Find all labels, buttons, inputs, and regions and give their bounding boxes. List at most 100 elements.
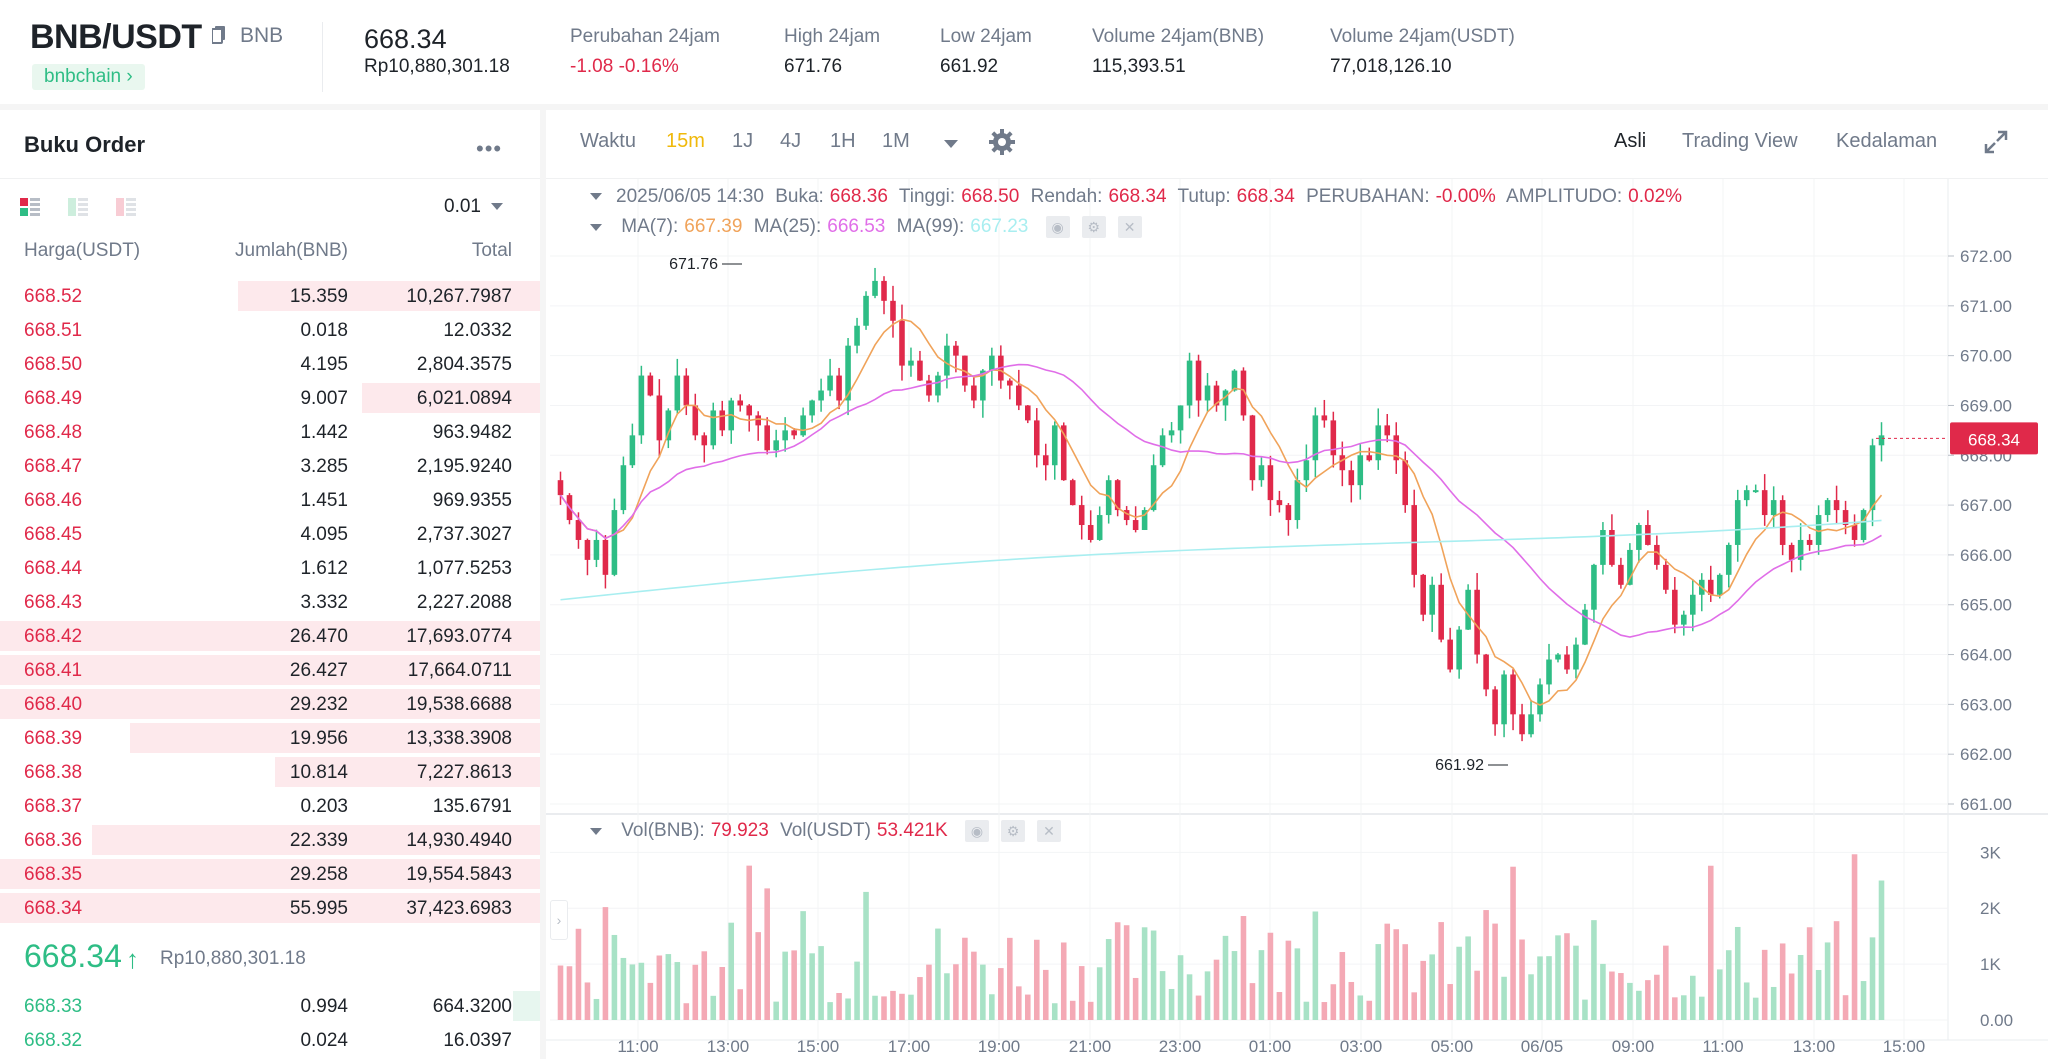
settings-icon[interactable]: ⚙ <box>1081 216 1106 238</box>
ohlc-change: -0.00% <box>1435 186 1496 207</box>
more-intervals-icon[interactable] <box>944 140 958 148</box>
ask-row[interactable]: 668.44 1.612 1,077.5253 <box>0 551 540 585</box>
eye-icon[interactable]: ◉ <box>1045 216 1070 238</box>
ask-row[interactable]: 668.50 4.195 2,804.3575 <box>0 347 540 381</box>
bids-view-icon[interactable] <box>68 198 88 216</box>
ask-row[interactable]: 668.36 22.339 14,930.4940 <box>0 823 540 857</box>
candle-body <box>1824 500 1831 516</box>
more-options-icon[interactable]: ••• <box>476 136 503 161</box>
ask-row[interactable]: 668.45 4.095 2,737.3027 <box>0 517 540 551</box>
stat-volume-usdt: Volume 24jam(USDT) 77,018,126.10 <box>1330 26 1515 78</box>
bid-row[interactable]: 668.33 0.994 664.3200 <box>0 989 540 1023</box>
ohlc-low-label: Rendah: <box>1030 186 1103 207</box>
row-price: 668.39 <box>24 728 83 749</box>
candle-body <box>1051 425 1058 466</box>
chain-badge[interactable]: bnbchain › <box>32 64 145 90</box>
row-total: 13,338.3908 <box>406 728 512 749</box>
candle-body <box>1582 609 1588 645</box>
ma7-value: 667.39 <box>684 216 743 238</box>
fullscreen-icon[interactable] <box>1982 128 2010 156</box>
both-sides-view-icon[interactable] <box>20 198 40 216</box>
row-total: 17,664.0711 <box>407 660 512 681</box>
collapse-icon[interactable] <box>590 193 602 201</box>
candle-body <box>1384 425 1391 436</box>
volume-bar <box>890 990 896 1020</box>
settings-icon[interactable]: ⚙ <box>1000 820 1025 842</box>
ask-row[interactable]: 668.49 9.007 6,021.0894 <box>0 381 540 415</box>
interval-15m[interactable]: 15m <box>666 130 705 152</box>
candle-body <box>1078 505 1085 526</box>
max-price-label: 671.76 <box>669 256 718 273</box>
pair-title[interactable]: BNB/USDT <box>30 18 202 56</box>
ask-row[interactable]: 668.38 10.814 7,227.8613 <box>0 755 540 789</box>
ask-row[interactable]: 668.40 29.232 19,538.6688 <box>0 687 540 721</box>
view-kedalaman[interactable]: Kedalaman <box>1836 130 1938 152</box>
candle-body <box>1447 639 1453 670</box>
volume-bar <box>818 946 824 1020</box>
volume-bar <box>881 996 887 1020</box>
y-tick-label: 662.00 <box>1960 745 2012 764</box>
ask-row[interactable]: 668.48 1.442 963.9482 <box>0 415 540 449</box>
candle-body <box>971 385 977 401</box>
candle-body <box>1465 589 1471 630</box>
ohlc-close: 668.34 <box>1236 186 1295 207</box>
volume-bar <box>1860 981 1867 1020</box>
candle-body <box>800 415 806 436</box>
asks-view-icon[interactable] <box>116 198 136 216</box>
candle-body <box>1815 515 1822 545</box>
volume-bar <box>935 928 941 1020</box>
row-qty: 1.612 <box>300 558 348 579</box>
y-tick-label: 663.00 <box>1960 695 2012 714</box>
volume-bar <box>755 932 761 1020</box>
ohlc-date: 2025/06/05 14:30 <box>616 186 764 207</box>
view-trading-view[interactable]: Trading View <box>1682 130 1798 152</box>
ask-row[interactable]: 668.51 0.018 12.0332 <box>0 313 540 347</box>
ask-row[interactable]: 668.42 26.470 17,693.0774 <box>0 619 540 653</box>
row-total: 2,195.9240 <box>416 456 512 477</box>
close-icon[interactable]: ✕ <box>1036 820 1061 842</box>
ask-row[interactable]: 668.37 0.203 135.6791 <box>0 789 540 823</box>
view-asli[interactable]: Asli <box>1614 130 1647 152</box>
ohlc-amp: 0.02% <box>1628 186 1683 207</box>
ask-row[interactable]: 668.47 3.285 2,195.9240 <box>0 449 540 483</box>
interval-1h[interactable]: 1H <box>830 130 856 152</box>
volume-bar <box>791 950 797 1020</box>
precision-select[interactable]: 0.01 <box>444 196 503 218</box>
interval-1j[interactable]: 1J <box>732 130 754 152</box>
interval-1m[interactable]: 1M <box>882 130 910 152</box>
bid-row[interactable]: 668.32 0.024 16.0397 <box>0 1023 540 1057</box>
candle-body <box>1258 465 1265 481</box>
candle-body <box>611 510 618 575</box>
ask-row[interactable]: 668.35 29.258 19,554.5843 <box>0 857 540 891</box>
collapse-icon[interactable] <box>590 827 602 835</box>
ma99-line <box>560 519 1882 601</box>
close-icon[interactable]: ✕ <box>1117 216 1142 238</box>
volume-bar <box>845 998 851 1020</box>
chevron-right-icon[interactable]: › <box>550 900 568 940</box>
ask-row[interactable]: 668.46 1.451 969.9355 <box>0 483 540 517</box>
volume-bar <box>1025 994 1031 1020</box>
ask-row[interactable]: 668.34 55.995 37,423.6983 <box>0 891 540 925</box>
ask-row[interactable]: 668.41 26.427 17,664.0711 <box>0 653 540 687</box>
ohlc-high-label: Tinggi: <box>898 186 956 207</box>
interval-4j[interactable]: 4J <box>780 130 802 152</box>
ask-row[interactable]: 668.52 15.359 10,267.7987 <box>0 279 540 313</box>
stat-label: Perubahan 24jam <box>570 26 720 47</box>
eye-icon[interactable]: ◉ <box>964 820 989 842</box>
row-total: 17,693.0774 <box>406 626 512 647</box>
candle-body <box>1060 425 1067 481</box>
ask-row[interactable]: 668.43 3.332 2,227.2088 <box>0 585 540 619</box>
volume-bar <box>1393 929 1400 1020</box>
column-header-price: Harga(USDT) <box>24 240 141 261</box>
row-price: 668.48 <box>24 422 83 443</box>
row-price: 668.41 <box>24 660 83 681</box>
collapse-icon[interactable] <box>590 223 602 231</box>
candle-body <box>953 345 959 356</box>
price-chart[interactable]: 672.00671.00670.00669.00668.00667.00666.… <box>546 110 2048 1059</box>
depth-bar <box>275 757 540 787</box>
gear-icon[interactable] <box>988 128 1016 156</box>
ask-row[interactable]: 668.39 19.956 13,338.3908 <box>0 721 540 755</box>
candle-body <box>1429 584 1435 615</box>
volume-bar <box>701 951 708 1020</box>
contract-icon[interactable] <box>212 26 226 44</box>
